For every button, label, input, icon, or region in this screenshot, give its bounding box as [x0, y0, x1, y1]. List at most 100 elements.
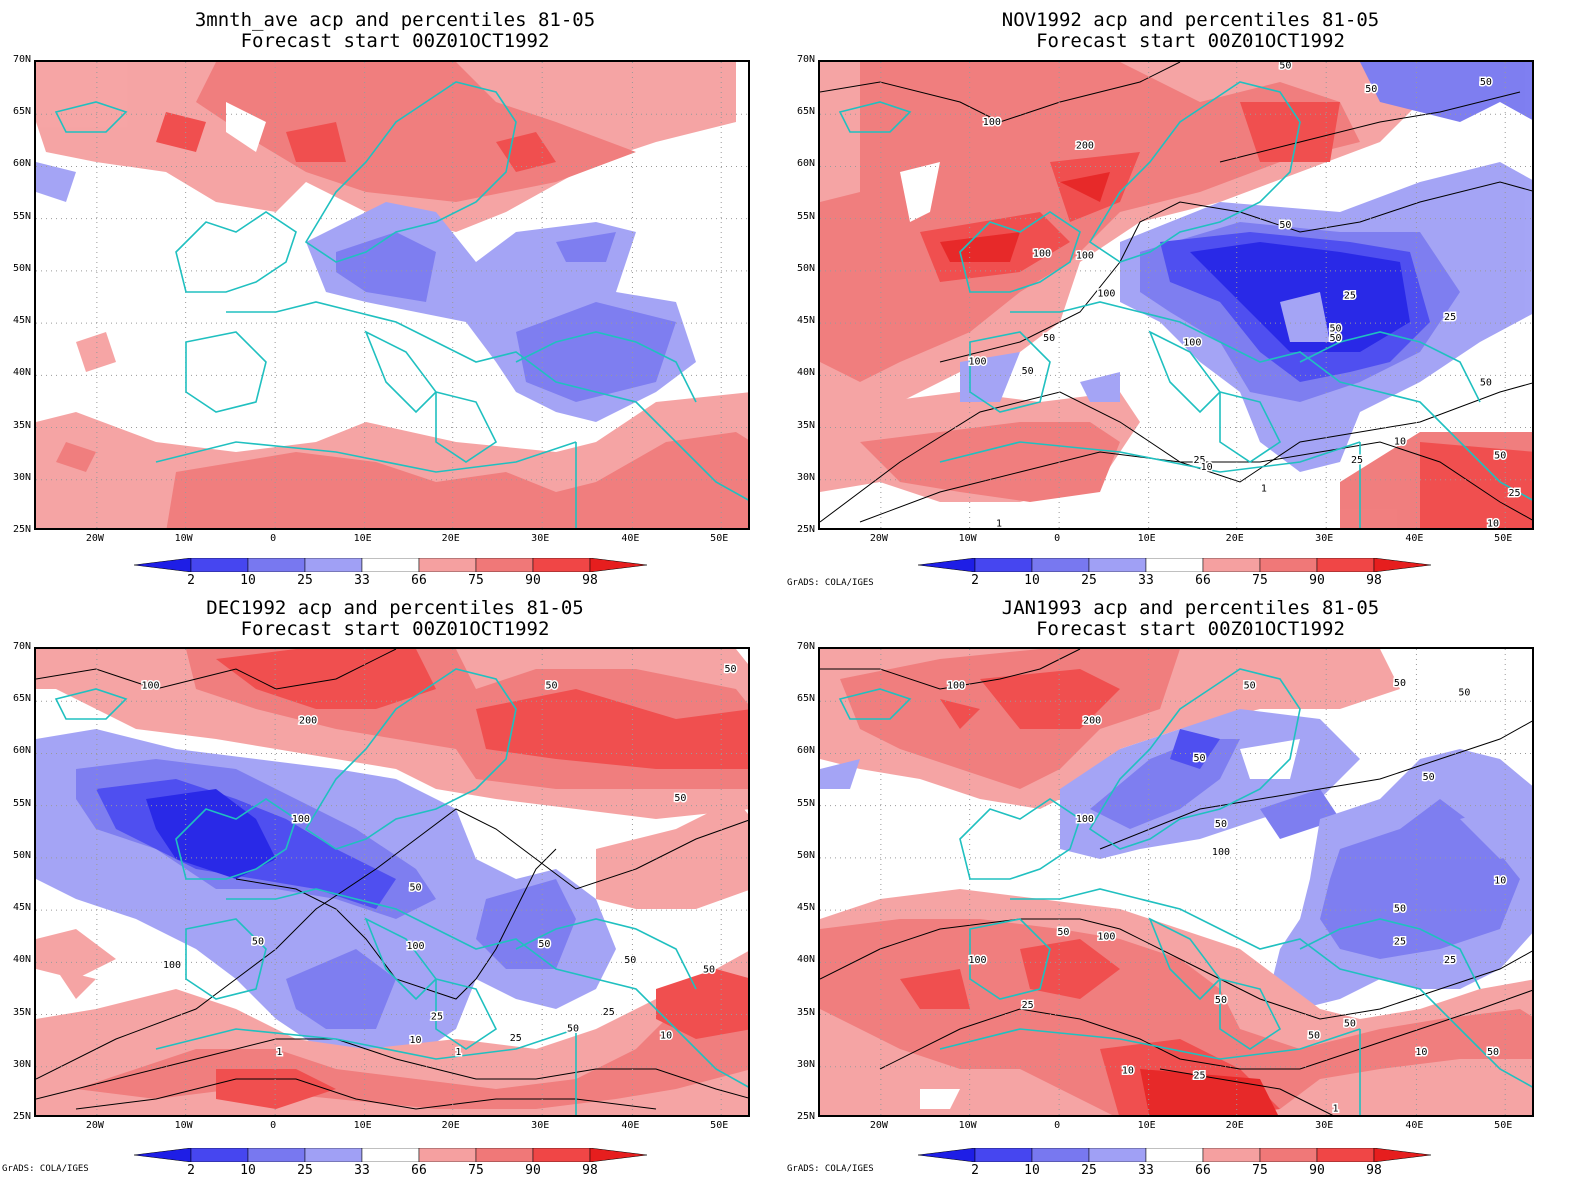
contour-label: 50	[1458, 687, 1470, 698]
colorbar-label: 98	[582, 1163, 598, 1178]
lat-label: 35N	[12, 1006, 31, 1018]
contour-label: 25	[603, 1007, 615, 1018]
colorbar-label: 2	[971, 573, 979, 588]
gridlines	[820, 649, 1532, 1115]
panel-jan1993: JAN1993 acp and percentiles 81-05 Foreca…	[785, 590, 1596, 1196]
contour-label: 100	[1097, 932, 1115, 943]
contour-label: 10	[1394, 436, 1406, 447]
contour-label: 50	[1057, 927, 1069, 938]
contour-label: 50	[1022, 366, 1034, 377]
contour-label: 50	[252, 936, 264, 947]
lon-label: 30E	[531, 1120, 550, 1131]
colorbar-arrow-right	[589, 558, 648, 572]
colorbar-segment	[361, 1148, 420, 1162]
lat-label: 65N	[796, 693, 815, 705]
panel-title-line2: Forecast start 00Z01OCT1992	[1036, 30, 1345, 52]
colorbar-segment	[1316, 1148, 1375, 1162]
colorbar-arrow-right	[589, 1148, 648, 1162]
lat-label: 25N	[796, 1111, 815, 1122]
colorbar-arrow-left	[134, 1148, 192, 1162]
colorbar-segment	[1088, 558, 1147, 572]
colorbar-arrow-left	[134, 558, 192, 572]
colorbar-label: 10	[1024, 573, 1040, 588]
coastline	[54, 81, 748, 528]
precip-shading	[820, 649, 1532, 1115]
lon-label: 0	[270, 1120, 277, 1131]
colorbar-segment	[475, 558, 534, 572]
lat-label: 60N	[796, 745, 815, 757]
contour-label: 25	[1022, 1000, 1034, 1011]
lon-label: 10E	[353, 533, 372, 544]
panel-title-line1: 3mnth_ave acp and percentiles 81-05	[194, 9, 596, 31]
colorbar-segment	[532, 1148, 591, 1162]
colorbar-label: 33	[354, 1163, 370, 1178]
contour-label: 1	[276, 1047, 282, 1058]
colorbar	[134, 1148, 648, 1162]
colorbar-label: 66	[411, 573, 427, 588]
contour-label: 25	[431, 1012, 443, 1023]
contour-label: 50	[409, 882, 421, 893]
colorbar-arrow-left	[918, 1148, 976, 1162]
colorbar-label: 25	[297, 573, 313, 588]
colorbar-label: 90	[525, 573, 541, 588]
lat-label: 50N	[796, 849, 815, 861]
contour-label: 100	[968, 356, 986, 367]
colorbar-segment	[418, 558, 477, 572]
colorbar	[918, 558, 1432, 572]
panel-title-line2: Forecast start 00Z01OCT1992	[1036, 618, 1345, 640]
lon-label: 50E	[1494, 533, 1513, 544]
colorbar-label: 10	[240, 573, 256, 588]
lat-label: 35N	[12, 419, 31, 431]
contour-label: 50	[1308, 1030, 1320, 1041]
contour-label: 50	[703, 965, 715, 976]
colorbar-label: 66	[411, 1163, 427, 1178]
contour-label: 50	[724, 664, 736, 675]
grads-credit: GrADS: COLA/IGES	[787, 578, 874, 588]
lat-label: 45N	[12, 315, 31, 327]
lat-label: 60N	[12, 745, 31, 757]
colorbar-segment	[361, 558, 420, 572]
colorbar-label: 90	[1309, 573, 1325, 588]
contour-label: 50	[1365, 84, 1377, 95]
contour-label: 100	[1076, 251, 1094, 262]
contour-label: 25	[1508, 488, 1520, 499]
contour-label: 25	[1344, 291, 1356, 302]
colorbar-label: 33	[1138, 1163, 1154, 1178]
lon-label: 10W	[174, 533, 193, 544]
lat-label: 35N	[796, 419, 815, 431]
colorbar-segment	[190, 558, 249, 572]
contour-label: 100	[983, 117, 1001, 128]
colorbar-segment	[1202, 1148, 1261, 1162]
lat-label: 50N	[796, 262, 815, 274]
grads-credit: GrADS: COLA/IGES	[787, 1164, 874, 1174]
contour-label: 25	[1193, 1070, 1205, 1081]
lat-label: 40N	[796, 367, 815, 379]
contour-label: 50	[1043, 333, 1055, 344]
colorbar-label: 75	[1252, 573, 1268, 588]
colorbar	[134, 558, 648, 572]
contour-label: 25	[1193, 455, 1205, 466]
contour-label: 25	[1444, 312, 1456, 323]
lat-label: 40N	[12, 954, 31, 966]
contour-label: 10	[1201, 462, 1213, 473]
lat-label: 25N	[796, 524, 815, 535]
colorbar-label: 98	[1366, 573, 1382, 588]
contour-label: 10	[1415, 1047, 1427, 1058]
contour-label: 50	[1480, 378, 1492, 389]
colorbar-segment	[247, 1148, 306, 1162]
grads-credit: GrADS: COLA/IGES	[2, 1164, 89, 1174]
colorbar-segment	[1145, 1148, 1204, 1162]
contour-label: 50	[1394, 678, 1406, 689]
contour-label: 50	[538, 939, 550, 950]
contour-label: 10	[1494, 875, 1506, 886]
contour-label: 100	[163, 960, 181, 971]
lon-label: 10E	[353, 1120, 372, 1131]
lon-label: 40E	[1405, 1120, 1424, 1131]
lat-label: 30N	[796, 471, 815, 483]
colorbar-segment	[475, 1148, 534, 1162]
lon-label: 50E	[710, 533, 729, 544]
contour-label: 50	[674, 793, 686, 804]
lon-label: 20W	[85, 533, 104, 544]
colorbar-arrow-left	[918, 558, 976, 572]
lat-label: 70N	[12, 641, 31, 652]
